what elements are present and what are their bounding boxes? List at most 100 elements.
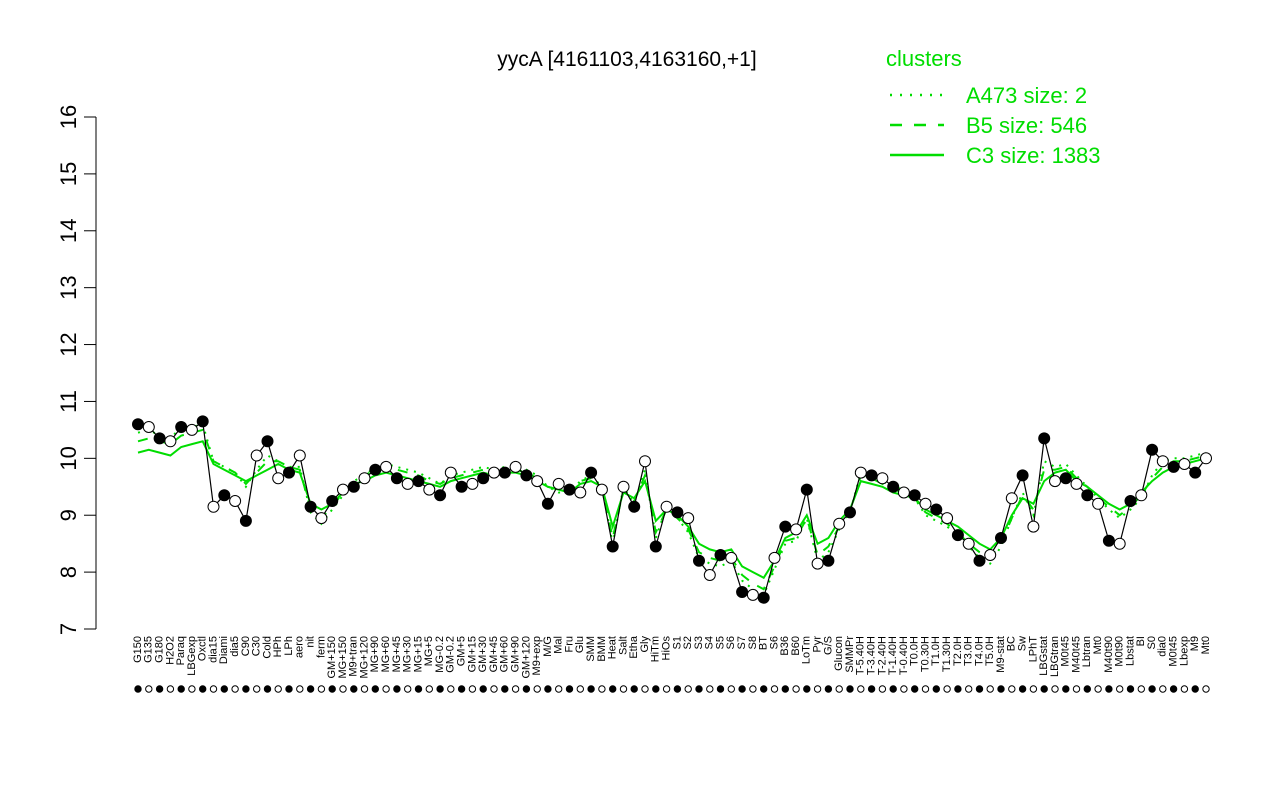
x-tick-marker (1148, 685, 1156, 693)
x-tick-marker (867, 685, 876, 693)
data-point (585, 466, 598, 479)
x-tick-label: Heat (607, 636, 619, 659)
data-point (811, 557, 824, 570)
data-point (185, 423, 198, 436)
y-tick-label: 11 (56, 390, 81, 413)
data-point (455, 480, 468, 493)
x-tick-marker (1029, 685, 1038, 693)
x-tick-label: M9+tran (348, 636, 360, 677)
x-tick-label: Mt0 (1092, 636, 1104, 654)
x-tick-marker (1105, 685, 1113, 693)
data-point (466, 477, 479, 490)
x-tick-label: T1.30H (941, 636, 953, 672)
data-point (1156, 455, 1169, 468)
data-point (1146, 443, 1159, 456)
x-tick-marker (684, 685, 692, 693)
y-tick-label: 15 (56, 162, 81, 186)
x-tick-label: M0t90 (1114, 636, 1126, 667)
x-tick-marker (706, 685, 714, 693)
x-tick-label: MG+90 (369, 636, 381, 672)
x-tick-marker (382, 685, 390, 693)
x-tick-marker (716, 685, 725, 693)
x-tick-marker (965, 685, 973, 693)
data-point (1049, 475, 1061, 488)
x-tick-label: GM-0.2 (445, 636, 457, 673)
x-tick-label: S4 (704, 636, 716, 649)
x-tick-label: T-1.40H (887, 636, 899, 675)
data-point (876, 472, 889, 485)
data-point (854, 466, 867, 479)
x-tick-label: SMMPr (844, 636, 856, 673)
x-tick-marker (846, 685, 854, 693)
data-point (1092, 497, 1105, 510)
x-tick-label: MG+30 (402, 636, 414, 672)
x-tick-label: MG-0.2 (434, 636, 446, 673)
x-tick-label: M0t45 (1060, 636, 1072, 667)
x-tick-marker (835, 685, 843, 693)
x-tick-label: HiTm (650, 636, 662, 662)
x-tick-marker (932, 685, 940, 693)
x-tick-marker (555, 685, 563, 693)
x-tick-label: G150 (132, 636, 144, 663)
data-point (951, 529, 964, 542)
legend-entry-b5: B5 size: 546 (966, 113, 1087, 138)
x-tick-marker (468, 685, 477, 693)
data-point (941, 512, 954, 525)
x-tick-marker (317, 685, 326, 693)
data-point (1005, 492, 1018, 505)
x-tick-label: T3.0H (963, 636, 975, 666)
x-tick-label: Oxctl (197, 636, 209, 661)
data-point (509, 460, 522, 473)
x-tick-marker (911, 685, 919, 693)
data-point (531, 475, 544, 488)
x-tick-label: G135 (143, 636, 155, 663)
data-point (919, 497, 932, 510)
x-tick-label: BT (758, 636, 770, 650)
data-point (380, 460, 393, 473)
x-tick-marker (760, 685, 768, 693)
x-tick-marker (544, 685, 552, 693)
x-tick-marker (857, 685, 865, 693)
x-tick-marker (447, 685, 455, 693)
data-point (563, 483, 576, 496)
x-tick-marker (155, 685, 164, 693)
data-point (218, 489, 231, 502)
data-point (908, 489, 921, 502)
x-tick-label: Glucon (833, 636, 845, 671)
data-point (239, 514, 252, 527)
data-point (628, 500, 641, 513)
y-tick-label: 13 (56, 275, 81, 299)
x-tick-marker (813, 685, 822, 693)
x-tick-label: dia5 (229, 636, 241, 657)
x-tick-label: T1.0H (930, 636, 942, 666)
y-tick-label: 14 (56, 219, 81, 243)
x-tick-marker (1137, 685, 1146, 693)
x-tick-label: T0.30H (919, 636, 931, 672)
x-tick-marker (1094, 685, 1102, 693)
data-point (272, 472, 285, 485)
x-tick-marker (900, 685, 908, 693)
x-tick-label: Etha (628, 635, 640, 659)
x-tick-marker (954, 685, 962, 693)
x-tick-label: T-2.40H (876, 636, 888, 675)
x-tick-label: BMM (596, 636, 608, 662)
data-point (337, 483, 349, 496)
data-point (1070, 477, 1083, 490)
x-tick-marker (393, 685, 401, 693)
x-tick-marker (1072, 685, 1081, 693)
legend: clusters A473 size: 2 B5 size: 546 C3 si… (886, 46, 1101, 168)
x-tick-marker (220, 685, 229, 693)
data-point (746, 588, 759, 601)
data-point (520, 469, 533, 482)
x-tick-marker (1008, 685, 1016, 693)
x-tick-marker (652, 685, 660, 693)
legend-title: clusters (886, 46, 962, 71)
x-tick-marker (565, 685, 574, 693)
y-tick-label: 7 (56, 623, 81, 635)
x-tick-label: dia15 (207, 636, 219, 663)
x-tick-marker (587, 685, 595, 693)
x-tick-label: Diami (218, 636, 230, 664)
x-tick-marker (328, 685, 336, 693)
x-tick-label: M0t45 (1168, 636, 1180, 667)
x-tick-marker (695, 685, 703, 693)
